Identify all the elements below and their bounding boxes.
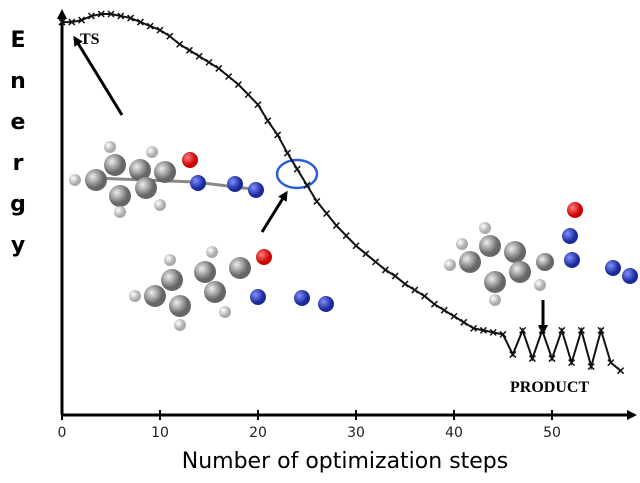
data-point <box>68 18 76 26</box>
data-point <box>205 58 213 66</box>
arrows <box>73 35 548 335</box>
data-point <box>597 326 605 334</box>
data-point <box>372 258 380 266</box>
data-point <box>225 72 233 81</box>
data-point <box>470 324 478 332</box>
data-point <box>568 359 576 367</box>
x-tick-label: 30 <box>347 425 365 441</box>
data-point <box>509 351 517 359</box>
data-point <box>303 181 311 189</box>
data-point <box>558 326 566 334</box>
data-point <box>244 91 252 99</box>
data-point <box>293 165 301 173</box>
data-point <box>264 117 272 125</box>
ts-arrow <box>73 35 124 116</box>
x-axis-label: Number of optimization steps <box>182 449 509 474</box>
y-axis-label: Energy <box>6 28 31 274</box>
x-tick-label: 50 <box>543 425 561 441</box>
data-point <box>136 18 144 26</box>
data-point <box>107 10 115 18</box>
data-point <box>499 330 507 338</box>
data-point <box>450 312 458 320</box>
x-tick-label: 40 <box>445 425 463 441</box>
data-line <box>62 13 622 372</box>
data-point <box>489 328 497 336</box>
data-point <box>440 306 448 314</box>
x-tick-label: 10 <box>151 425 169 441</box>
molecule-intermediate <box>129 246 334 331</box>
data-point <box>538 326 546 334</box>
data-point <box>323 209 331 218</box>
molecule-arrow <box>260 190 288 233</box>
data-point <box>87 12 95 20</box>
data-point <box>234 81 242 89</box>
molecule-product <box>444 202 638 306</box>
data-point <box>460 318 468 326</box>
data-point <box>313 197 321 205</box>
data-point <box>430 300 438 308</box>
data-point <box>185 46 193 54</box>
data-point <box>342 232 350 240</box>
axes <box>57 9 637 420</box>
data-point <box>577 326 585 334</box>
data-point <box>548 355 556 363</box>
data-point <box>283 149 291 157</box>
x-tick-label: 20 <box>249 425 267 441</box>
data-point <box>166 32 174 40</box>
data-point <box>607 359 615 367</box>
data-point <box>117 12 125 20</box>
data-point <box>156 26 164 34</box>
data-point <box>617 367 625 375</box>
data-point <box>176 40 184 48</box>
data-point <box>528 355 536 363</box>
annotation: TS <box>80 31 100 48</box>
data-point <box>411 286 419 294</box>
annotation: PRODUCT <box>510 379 589 396</box>
highlight-ellipse <box>275 158 319 190</box>
data-point <box>479 326 487 334</box>
data-point <box>587 363 595 371</box>
data-point <box>215 64 223 72</box>
data-point <box>195 52 203 60</box>
data-point <box>352 242 360 250</box>
data-point <box>58 18 66 26</box>
data-point <box>381 266 389 274</box>
data-point <box>274 131 282 139</box>
data-point <box>127 14 135 22</box>
x-tick-label: 0 <box>58 425 67 441</box>
data-point <box>401 280 409 288</box>
molecule-ts <box>69 141 264 218</box>
data-point <box>391 272 399 280</box>
data-point <box>146 22 154 30</box>
data-point <box>421 292 429 300</box>
data-point <box>78 16 86 24</box>
data-point <box>362 250 370 258</box>
data-point <box>519 326 527 334</box>
data-point <box>254 101 262 109</box>
data-point <box>97 10 105 18</box>
data-point <box>332 222 340 230</box>
